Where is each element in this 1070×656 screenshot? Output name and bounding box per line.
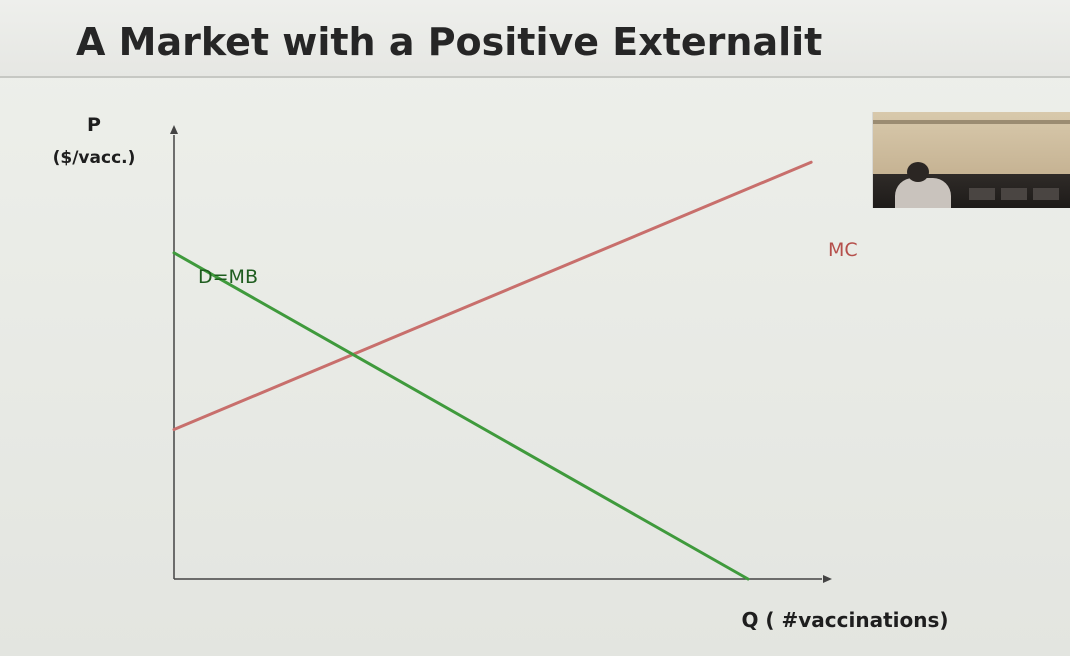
y-axis-arrow (170, 125, 178, 134)
webcam-chair (1001, 188, 1027, 200)
mc-label: MC (828, 239, 858, 261)
webcam-person-head (907, 162, 929, 182)
webcam-feed (872, 112, 1070, 208)
demand-mb-curve (172, 251, 750, 581)
webcam-person-body (895, 178, 951, 208)
y-axis-unit-label: ($/vacc.) (53, 148, 136, 168)
webcam-chair (1033, 188, 1059, 200)
x-axis-label: Q ( #vaccinations) (741, 608, 948, 632)
demand-mb-label: D=MB (198, 266, 258, 288)
slide-title: A Market with a Positive Externalit (76, 20, 823, 64)
title-band: A Market with a Positive Externalit (0, 0, 1070, 78)
webcam-rail (873, 120, 1070, 124)
webcam-chair (969, 188, 995, 200)
x-axis-arrow (823, 575, 832, 583)
mc-curve (172, 160, 813, 432)
y-axis-label: P (87, 114, 101, 136)
